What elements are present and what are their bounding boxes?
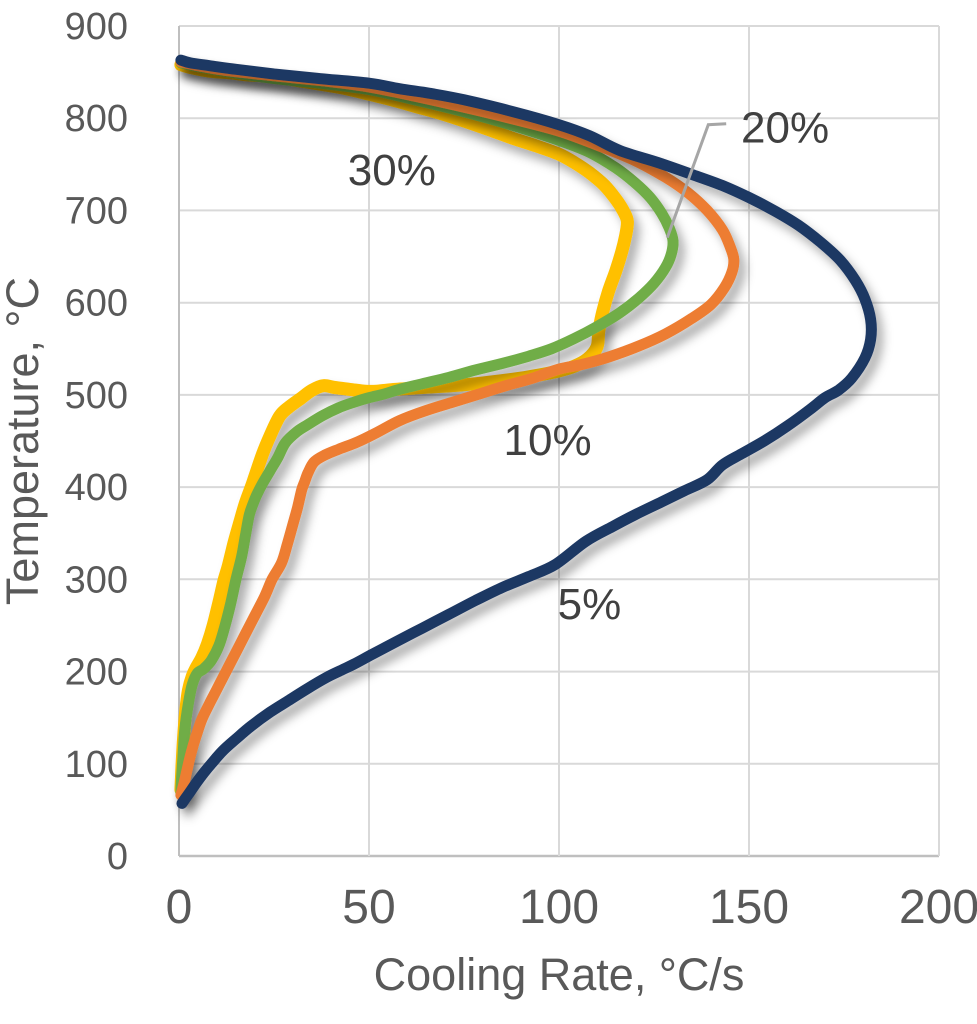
x-tick-label-0: 0 xyxy=(166,881,193,934)
annotation-10pct: 10% xyxy=(504,416,592,465)
leader-line-20pct xyxy=(665,122,727,239)
y-tick-label-0: 0 xyxy=(107,836,128,878)
tick-labels: 0 100 200 300 400 500 600 700 800 900 0 50 100 150 200 xyxy=(65,6,977,934)
y-tick-label-900: 900 xyxy=(65,6,128,48)
y-tick-label-700: 700 xyxy=(65,190,128,232)
x-tick-label-50: 50 xyxy=(342,881,395,934)
series-line-5pct xyxy=(175,54,877,809)
x-tick-label-150: 150 xyxy=(709,881,789,934)
y-tick-label-500: 500 xyxy=(65,375,128,417)
y-tick-label-800: 800 xyxy=(65,98,128,140)
series-lines xyxy=(174,54,877,809)
y-tick-label-100: 100 xyxy=(65,744,128,786)
y-tick-label-400: 400 xyxy=(65,467,128,509)
annotation-5pct: 5% xyxy=(558,580,622,629)
y-tick-label-300: 300 xyxy=(65,559,128,601)
curve-annotations: 30% 20% 10% 5% xyxy=(348,103,829,629)
y-tick-label-600: 600 xyxy=(65,283,128,325)
series-line-20pct xyxy=(175,57,679,799)
series-line-10pct xyxy=(175,56,740,801)
y-axis-title: Temperature, °C xyxy=(0,277,48,605)
x-tick-label-100: 100 xyxy=(519,881,599,934)
x-tick-label-200: 200 xyxy=(899,881,977,934)
annotation-30pct: 30% xyxy=(348,146,436,195)
x-axis-title: Cooling Rate, °C/s xyxy=(374,949,745,1000)
y-tick-label-200: 200 xyxy=(65,652,128,694)
annotation-20pct: 20% xyxy=(741,103,829,152)
